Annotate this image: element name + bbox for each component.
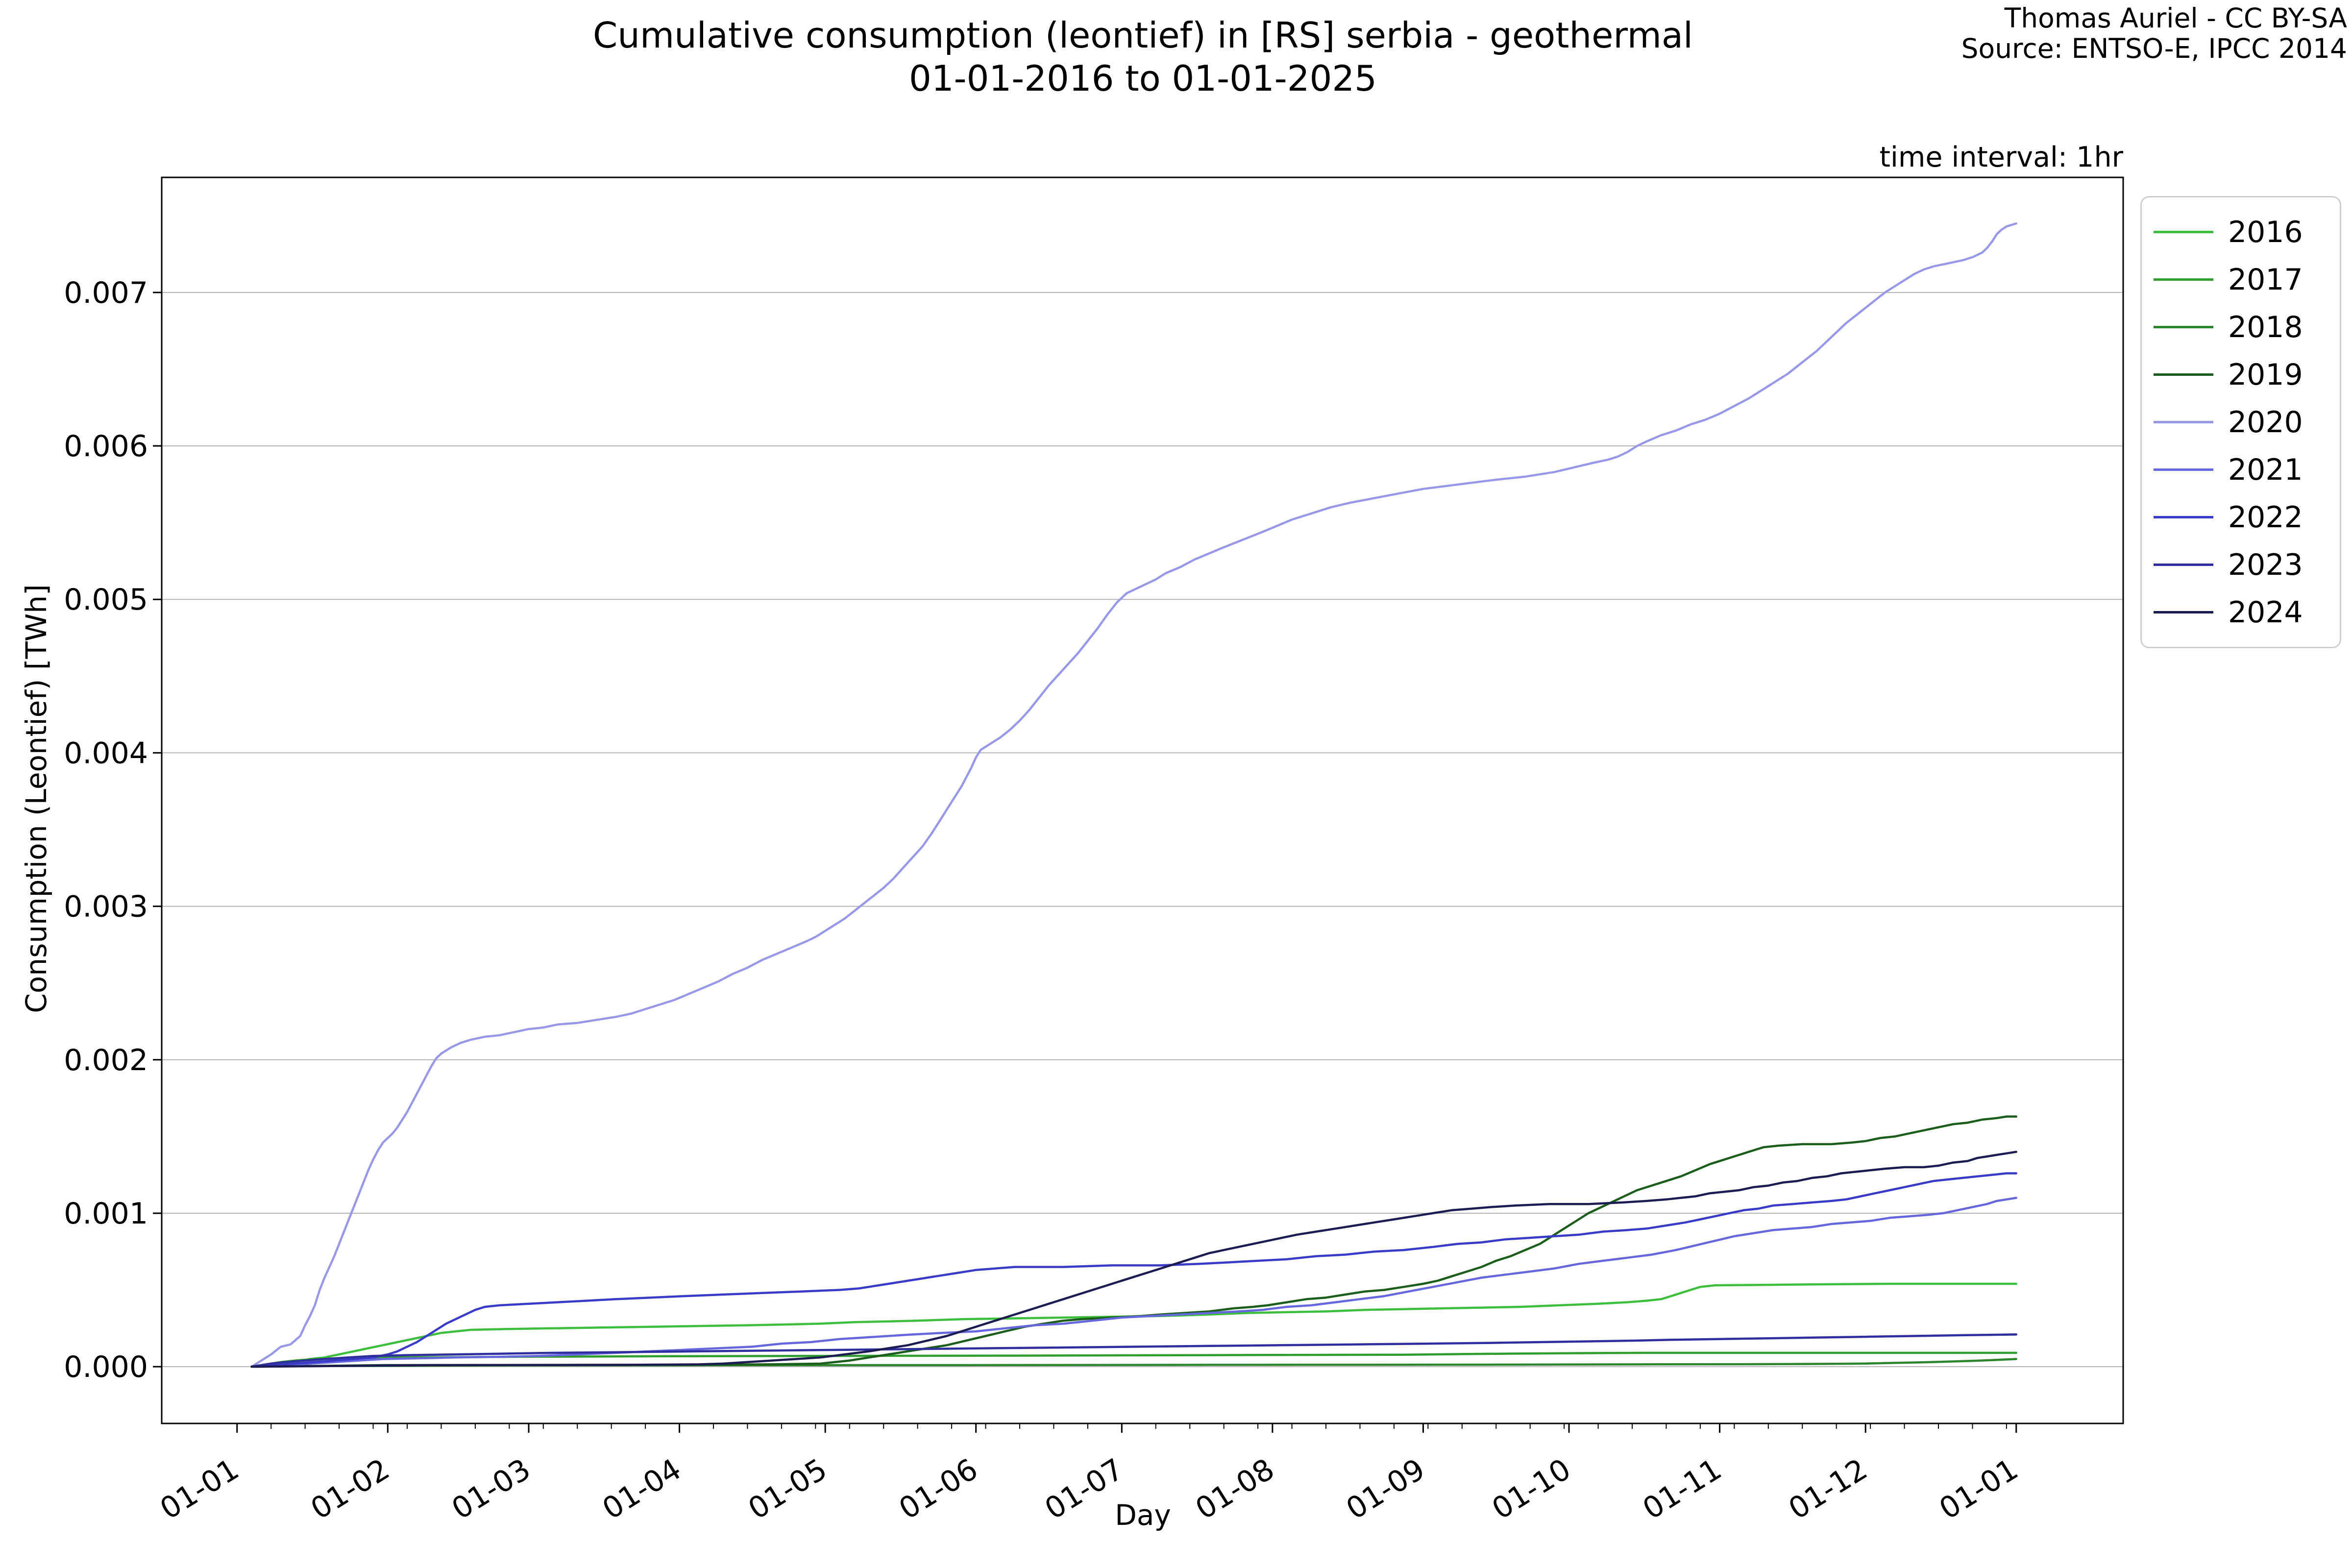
series-line-2023 <box>250 1333 2017 1368</box>
y-tick-label: 0.002 <box>64 1043 148 1078</box>
y-tick-label: 0.004 <box>64 736 148 770</box>
y-tick-label: 0.001 <box>64 1197 148 1231</box>
legend-line-swatch <box>2154 611 2213 613</box>
y-tick-label: 0.000 <box>64 1350 148 1384</box>
legend-line-swatch <box>2154 326 2213 328</box>
legend-label: 2023 <box>2228 547 2303 582</box>
legend-item-2017: 2017 <box>2154 256 2340 303</box>
legend-item-2021: 2021 <box>2154 446 2340 493</box>
legend-item-2024: 2024 <box>2154 588 2340 636</box>
chart-title-line1: Cumulative consumption (leontief) in [RS… <box>593 15 1693 56</box>
y-tick-label: 0.006 <box>64 429 148 464</box>
y-tick-label: 0.005 <box>64 583 148 617</box>
legend-label: 2020 <box>2228 405 2303 440</box>
legend-line-swatch <box>2154 516 2213 518</box>
series-line-2019 <box>250 1115 2017 1368</box>
series-line-2022 <box>250 1172 2017 1368</box>
attribution-author: Thomas Auriel - CC BY-SA <box>2004 2 2347 34</box>
legend-label: 2024 <box>2228 595 2303 630</box>
series-line-2024 <box>250 1151 2017 1368</box>
plot-border <box>161 176 2124 1424</box>
chart-title: Cumulative consumption (leontief) in [RS… <box>163 14 2123 100</box>
legend: 2016 2017 2018 2019 2020 2021 2022 2023 2024 <box>2140 196 2341 648</box>
legend-label: 2021 <box>2228 452 2303 487</box>
time-interval-note: time interval: 1hr <box>1879 141 2123 173</box>
legend-label: 2019 <box>2228 357 2303 392</box>
legend-line-swatch <box>2154 373 2213 376</box>
chart-title-line2: 01-01-2016 to 01-01-2025 <box>909 58 1377 99</box>
x-axis-label: Day <box>1115 1498 1171 1532</box>
series-line-2016 <box>250 1282 2017 1368</box>
legend-item-2023: 2023 <box>2154 541 2340 588</box>
legend-label: 2022 <box>2228 500 2303 535</box>
legend-item-2022: 2022 <box>2154 493 2340 541</box>
legend-line-swatch <box>2154 468 2213 471</box>
legend-label: 2017 <box>2228 262 2303 297</box>
legend-item-2016: 2016 <box>2154 208 2340 256</box>
legend-item-2018: 2018 <box>2154 303 2340 351</box>
legend-label: 2016 <box>2228 215 2303 249</box>
legend-line-swatch <box>2154 231 2213 233</box>
legend-line-swatch <box>2154 421 2213 423</box>
legend-item-2019: 2019 <box>2154 351 2340 398</box>
series-line-2021 <box>250 1197 2017 1368</box>
y-tick-label: 0.007 <box>64 276 148 310</box>
y-axis-label: Consumption (Leontief) [TWh] <box>20 584 53 1013</box>
legend-line-swatch <box>2154 564 2213 566</box>
legend-label: 2018 <box>2228 310 2303 344</box>
series-line-2020 <box>250 222 2017 1368</box>
legend-line-swatch <box>2154 278 2213 281</box>
attribution: Thomas Auriel - CC BY-SA Source: ENTSO-E… <box>1961 3 2347 64</box>
attribution-source: Source: ENTSO-E, IPCC 2014 <box>1961 33 2347 64</box>
legend-item-2020: 2020 <box>2154 398 2340 446</box>
y-tick-label: 0.003 <box>64 890 148 924</box>
